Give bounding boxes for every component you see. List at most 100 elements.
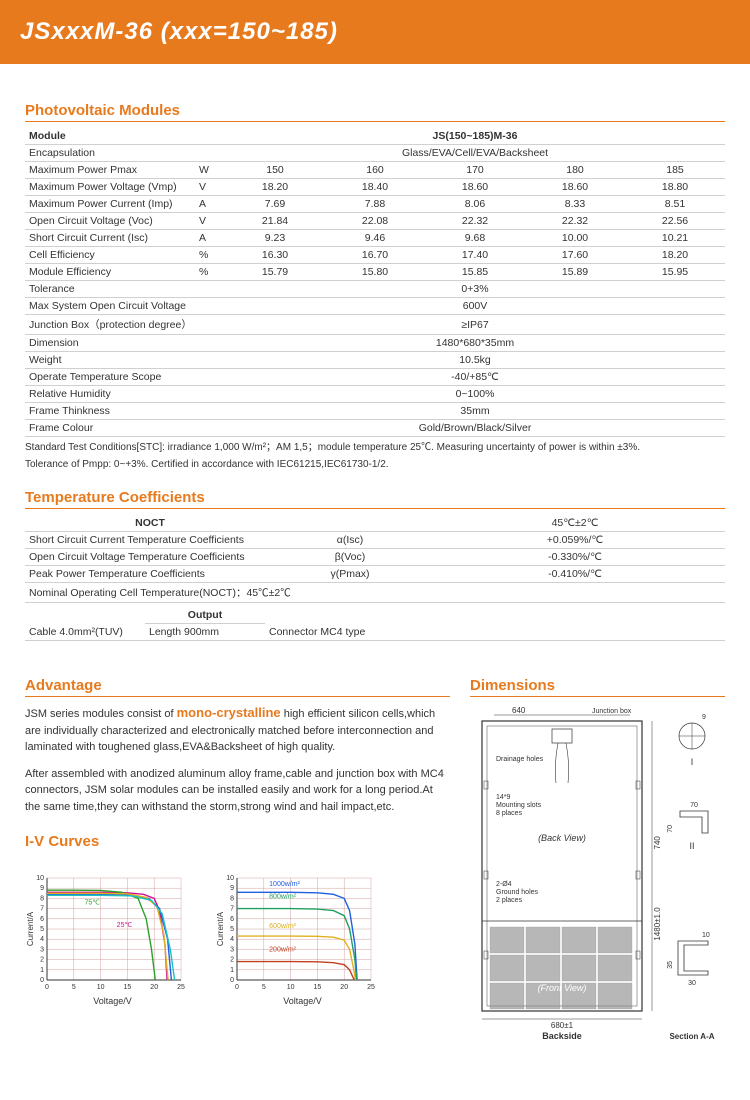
left-column: Advantage JSM series modules consist of … <box>25 659 450 1043</box>
content: Photovoltaic Modules ModuleJS(150~185)M-… <box>0 64 750 1053</box>
right-column: Dimensions 640 Junction box Drainage holes… <box>470 659 725 1043</box>
svg-text:70: 70 <box>690 802 698 809</box>
svg-text:9: 9 <box>40 885 44 892</box>
svg-text:25: 25 <box>177 984 185 991</box>
svg-text:0: 0 <box>45 984 49 991</box>
advantage-paragraph-2: After assembled with anodized aluminum a… <box>25 766 450 816</box>
svg-text:7: 7 <box>230 906 234 913</box>
pv-footnote1: Standard Test Conditions[STC]: irradianc… <box>25 441 725 454</box>
svg-text:800w/m²: 800w/m² <box>269 893 297 900</box>
svg-text:14*9: 14*9 <box>496 794 511 801</box>
pv-footnote2: Tolerance of Pmpp: 0~+3%. Certified in a… <box>25 458 725 471</box>
svg-text:9: 9 <box>702 714 706 721</box>
svg-text:0: 0 <box>40 977 44 984</box>
svg-text:3: 3 <box>230 946 234 953</box>
temp-table: NOCT 45℃±2℃ <box>25 515 725 532</box>
svg-text:70: 70 <box>667 825 674 833</box>
advantage-paragraph-1: JSM series modules consist of mono-cryst… <box>25 703 450 756</box>
temp-rows-table: Short Circuit Current Temperature Coeffi… <box>25 532 725 583</box>
svg-text:(Back View): (Back View) <box>538 833 586 843</box>
output-header: Output <box>145 607 265 624</box>
svg-text:640: 640 <box>512 706 526 715</box>
svg-text:10: 10 <box>36 875 44 882</box>
iv-chart-1: 0 5 10 15 20 25 0 1 2 3 4 5 6 7 8 9 10 Current/A 75℃ 25℃ Vo… <box>25 874 200 1006</box>
svg-text:10: 10 <box>97 984 105 991</box>
svg-text:9: 9 <box>230 885 234 892</box>
noct-label: NOCT <box>25 515 275 532</box>
output-cable: Cable 4.0mm²(TUV) <box>25 624 145 641</box>
svg-text:0: 0 <box>235 984 239 991</box>
svg-text:5: 5 <box>230 926 234 933</box>
output-connector: Connector MC4 type <box>265 624 692 641</box>
iv-xlabel-2: Voltage/V <box>215 996 390 1006</box>
svg-text:4: 4 <box>230 936 234 943</box>
adv-p1a: JSM series modules consist of <box>25 708 177 720</box>
svg-text:8: 8 <box>40 895 44 902</box>
svg-text:15: 15 <box>124 984 132 991</box>
svg-text:Current/A: Current/A <box>26 911 35 946</box>
advantage-title: Advantage <box>25 677 450 697</box>
svg-text:1: 1 <box>230 967 234 974</box>
temp-section-title: Temperature Coefficients <box>25 489 725 509</box>
svg-text:6: 6 <box>40 916 44 923</box>
svg-text:5: 5 <box>262 984 266 991</box>
svg-text:680±1: 680±1 <box>551 1021 574 1030</box>
dimensions-diagram: 640 Junction box Drainage holes 14*9Mountin… <box>470 703 725 1043</box>
iv-chart-2-svg: 0510152025012345678910Current/A1000w/m²8… <box>215 874 375 994</box>
iv-charts-container: 0510152025012345678910Current/A75℃25℃ Vo… <box>25 874 450 1006</box>
svg-text:740: 740 <box>653 836 662 850</box>
noct-value: 45℃±2℃ <box>425 515 725 532</box>
svg-text:3: 3 <box>40 946 44 953</box>
svg-text:20: 20 <box>150 984 158 991</box>
svg-text:30: 30 <box>688 980 696 987</box>
pv-section-title: Photovoltaic Modules <box>25 102 725 122</box>
svg-text:8 places: 8 places <box>496 810 523 817</box>
svg-text:10: 10 <box>287 984 295 991</box>
svg-text:II: II <box>689 841 694 851</box>
svg-text:600w/m²: 600w/m² <box>269 923 297 930</box>
svg-text:10: 10 <box>702 932 710 939</box>
noct-full: Nominal Operating Cell Temperature(NOCT)… <box>25 583 725 603</box>
svg-text:25: 25 <box>367 984 375 991</box>
svg-text:5: 5 <box>40 926 44 933</box>
svg-text:2-Ø4: 2-Ø4 <box>496 881 512 888</box>
adv-mono: mono-crystalline <box>177 705 281 720</box>
svg-text:2: 2 <box>40 957 44 964</box>
svg-text:1000w/m²: 1000w/m² <box>269 881 300 888</box>
two-column-layout: Advantage JSM series modules consist of … <box>25 659 725 1043</box>
svg-text:(Front View): (Front View) <box>538 983 587 993</box>
svg-text:15: 15 <box>314 984 322 991</box>
iv-title: I-V Curves <box>25 833 450 852</box>
output-table: Output Cable 4.0mm²(TUV) Length 900mm Co… <box>25 607 725 641</box>
pv-spec-table: ModuleJS(150~185)M-36EncapsulationGlass/… <box>25 128 725 437</box>
header-banner: JSxxxM-36 (xxx=150~185) <box>0 0 750 64</box>
svg-text:5: 5 <box>72 984 76 991</box>
svg-text:Drainage holes: Drainage holes <box>496 756 544 763</box>
svg-text:2: 2 <box>230 957 234 964</box>
iv-xlabel-1: Voltage/V <box>25 996 200 1006</box>
svg-text:Junction box: Junction box <box>592 708 632 715</box>
svg-text:75℃: 75℃ <box>85 900 101 907</box>
svg-text:10: 10 <box>226 875 234 882</box>
svg-text:8: 8 <box>230 895 234 902</box>
iv-chart-1-svg: 0 5 10 15 20 25 0 1 2 3 4 5 6 7 8 9 10 Current/A 75℃ 25℃ <box>25 874 185 994</box>
svg-text:4: 4 <box>40 936 44 943</box>
dimensions-title: Dimensions <box>470 677 725 697</box>
svg-text:35: 35 <box>667 961 674 969</box>
svg-text:1480±1.0: 1480±1.0 <box>653 907 662 941</box>
svg-text:1: 1 <box>40 967 44 974</box>
svg-text:Backside: Backside <box>542 1031 582 1041</box>
svg-text:Mounting slots: Mounting slots <box>496 802 542 809</box>
iv-chart-2: 0510152025012345678910Current/A1000w/m²8… <box>215 874 390 1006</box>
temp-noct-full-table: Nominal Operating Cell Temperature(NOCT)… <box>25 583 725 603</box>
svg-text:200w/m²: 200w/m² <box>269 946 297 953</box>
svg-text:20: 20 <box>340 984 348 991</box>
svg-text:25℃: 25℃ <box>117 922 133 929</box>
svg-text:Current/A: Current/A <box>216 911 225 946</box>
svg-text:Ground holes: Ground holes <box>496 889 539 896</box>
svg-text:I: I <box>691 757 694 767</box>
header-title: JSxxxM-36 (xxx=150~185) <box>20 18 338 45</box>
svg-text:Section A-A: Section A-A <box>669 1032 714 1041</box>
svg-text:7: 7 <box>40 906 44 913</box>
svg-text:0: 0 <box>230 977 234 984</box>
